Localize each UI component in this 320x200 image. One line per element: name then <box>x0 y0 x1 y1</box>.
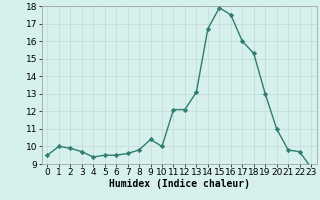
X-axis label: Humidex (Indice chaleur): Humidex (Indice chaleur) <box>109 179 250 189</box>
